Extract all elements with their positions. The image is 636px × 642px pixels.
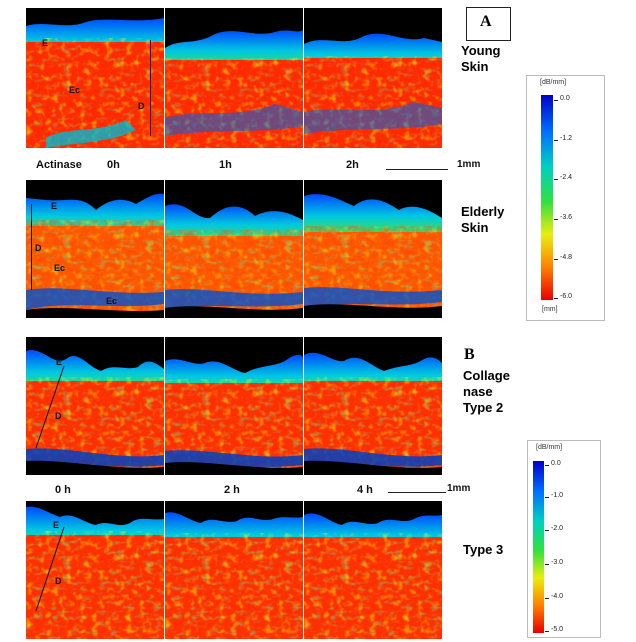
young-label-e: E bbox=[42, 38, 49, 48]
type2-4h-image bbox=[304, 337, 442, 475]
type3-label-d: D bbox=[55, 576, 62, 586]
type2-label-d: D bbox=[55, 411, 62, 421]
type2-depth-marker bbox=[35, 366, 65, 449]
elderly-label-ec-1: Ec bbox=[54, 263, 66, 273]
colorbar-b-tick-2: -2.0 bbox=[551, 525, 564, 532]
type3-label-e: E bbox=[53, 520, 60, 530]
colorbar-a-unit-bottom: [mm] bbox=[542, 306, 558, 313]
time-label-1h: 1h bbox=[219, 159, 232, 171]
colorbar-a-tick-3: -3.6 bbox=[560, 214, 573, 221]
time-label-2h: 2h bbox=[346, 159, 359, 171]
scale-label-b: 1mm bbox=[447, 483, 471, 494]
elderly-label-ec-2: Ec bbox=[106, 296, 118, 306]
type3-title: Type 3 bbox=[463, 542, 504, 557]
type3-4h-image bbox=[304, 501, 442, 639]
colorbar-a-tick-1: -1.2 bbox=[560, 135, 573, 142]
elderly-depth-marker bbox=[31, 204, 32, 290]
elderly-skin-2h-image bbox=[304, 180, 442, 318]
type2-title-line3: Type 2 bbox=[463, 400, 504, 415]
treatment-label: Actinase bbox=[36, 159, 82, 171]
scale-bar-b bbox=[388, 492, 446, 493]
elderly-skin-title-line2: Skin bbox=[461, 220, 489, 235]
colorbar-b-unit-top: [dB/mm] bbox=[536, 444, 563, 451]
young-skin-0h-image bbox=[26, 8, 164, 148]
colorbar-b-tick-3: -3.0 bbox=[551, 559, 564, 566]
type2-label-e: E bbox=[56, 357, 63, 367]
colorbar-b-tick-4: -4.0 bbox=[551, 593, 564, 600]
elderly-skin-title-line1: Elderly bbox=[461, 204, 505, 219]
young-skin-title-line1: Young bbox=[461, 43, 501, 58]
colorbar-a-tick-0: 0.0 bbox=[560, 95, 570, 102]
young-depth-marker bbox=[150, 40, 151, 136]
elderly-label-d: D bbox=[35, 243, 42, 253]
type2-0h-image bbox=[26, 337, 164, 475]
time-label-4-h: 4 h bbox=[357, 484, 373, 496]
elderly-label-e: E bbox=[51, 201, 58, 211]
type3-2h-image bbox=[165, 501, 303, 639]
colorbar-a-tick-4: -4.8 bbox=[560, 254, 573, 261]
elderly-skin-1h-image bbox=[165, 180, 303, 318]
young-skin-title-line2: Skin bbox=[461, 59, 489, 74]
colorbar-a-unit-top: [dB/mm] bbox=[540, 79, 567, 86]
young-skin-1h-image bbox=[165, 8, 303, 148]
panel-a-label-box bbox=[466, 7, 511, 41]
scale-label-a: 1mm bbox=[457, 159, 481, 170]
elderly-skin-0h-image bbox=[26, 180, 164, 318]
time-label-0-h: 0 h bbox=[55, 484, 71, 496]
colorbar-a-tick-5: -6.0 bbox=[560, 293, 573, 300]
young-label-ec: Ec bbox=[69, 85, 81, 95]
young-label-d: D bbox=[138, 101, 145, 111]
type2-2h-image bbox=[165, 337, 303, 475]
colorbar-a-frame bbox=[526, 75, 605, 321]
colorbar-b-tick-5: -5.0 bbox=[551, 626, 564, 633]
colorbar-b-gradient bbox=[533, 461, 544, 633]
time-label-2-h: 2 h bbox=[224, 484, 240, 496]
colorbar-b-tick-0: 0.0 bbox=[551, 460, 561, 467]
colorbar-b-tick-1: -1.0 bbox=[551, 492, 564, 499]
panel-a-label: A bbox=[480, 13, 492, 30]
type3-0h-image bbox=[26, 501, 164, 639]
type3-depth-marker bbox=[35, 527, 65, 612]
colorbar-a-gradient bbox=[541, 95, 553, 300]
colorbar-a-tick-2: -2.4 bbox=[560, 174, 573, 181]
panel-b-label: B bbox=[464, 346, 475, 363]
type2-title-line2: nase bbox=[463, 384, 493, 399]
type2-title-line1: Collage bbox=[463, 368, 510, 383]
time-label-0h: 0h bbox=[107, 159, 120, 171]
scale-bar-a bbox=[386, 169, 448, 170]
young-skin-2h-image bbox=[304, 8, 442, 148]
